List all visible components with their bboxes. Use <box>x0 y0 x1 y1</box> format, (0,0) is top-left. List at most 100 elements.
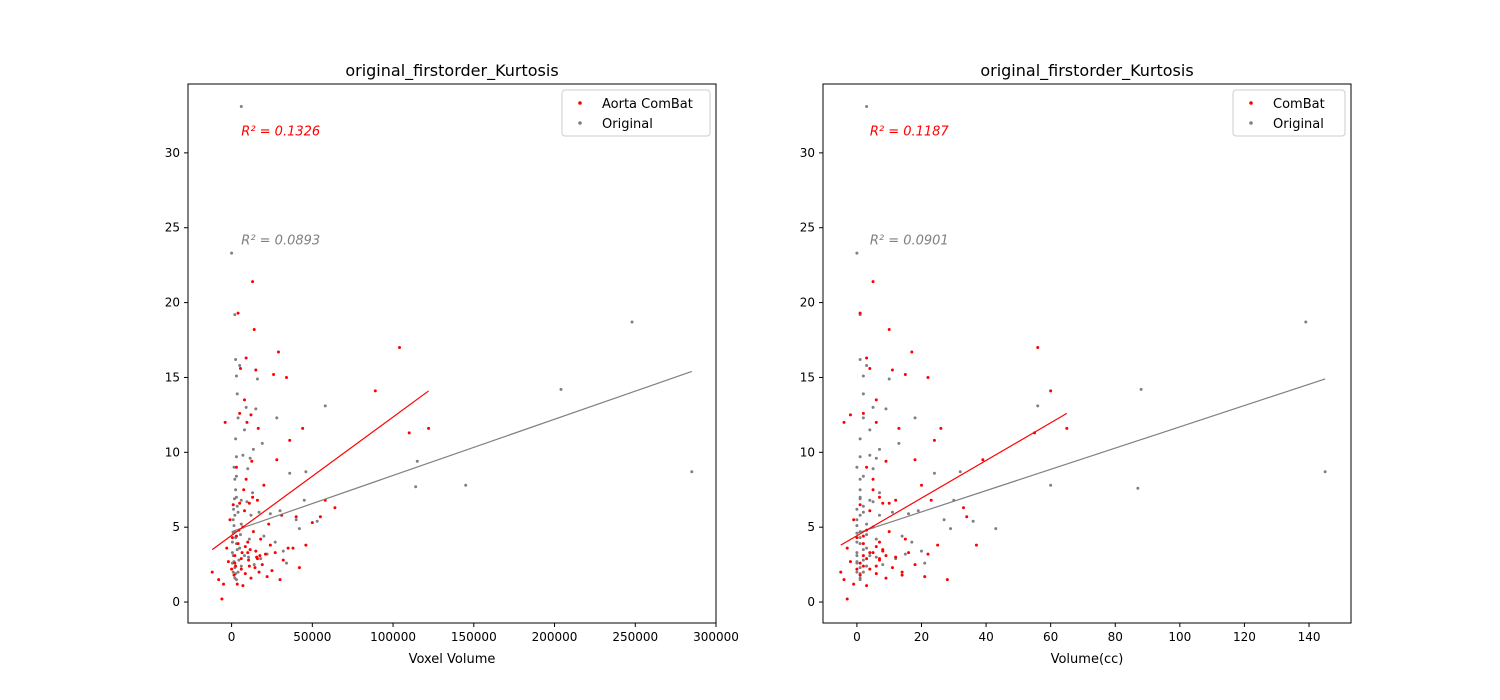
plot-right-point-original <box>868 498 872 502</box>
plot-left-point-combat <box>407 431 411 435</box>
plot-left-title: original_firstorder_Kurtosis <box>345 61 558 81</box>
plot-right-point-original <box>958 470 962 474</box>
plot-right: original_firstorder_Kurtosis Volume(cc) … <box>800 61 1352 667</box>
plot-right-marks: 0 20 40 60 80 100 120 140 0 5 10 15 20 25 30 R² = 0.118… <box>800 83 1352 644</box>
plot-right-point-original <box>871 405 875 409</box>
plot-right-point-combat <box>884 459 888 463</box>
plot-right-point-original <box>887 377 891 381</box>
plot-left-point-combat <box>239 567 243 571</box>
plot-left-legend-label: Aorta ComBat <box>602 97 693 112</box>
plot-right-point-combat <box>865 465 869 469</box>
plot-right-point-original <box>971 519 975 523</box>
plot-left-point-original <box>232 524 236 528</box>
plot-left-point-original <box>297 527 301 531</box>
plot-right-point-combat <box>874 420 878 424</box>
plot-left-point-original <box>239 104 243 108</box>
plot-right-point-original <box>1136 486 1140 490</box>
plot-left-point-combat <box>265 575 269 579</box>
plot-right-point-combat <box>874 572 878 576</box>
plot-left-point-combat <box>254 549 258 553</box>
plot-left-point-original <box>234 357 238 361</box>
plot-right-point-combat <box>884 576 888 580</box>
plot-left-point-original <box>559 387 563 391</box>
plot-right-point-combat <box>919 483 923 487</box>
plot-left-point-original <box>260 441 264 445</box>
plot-right-point-original <box>874 555 878 559</box>
plot-left-point-combat <box>242 488 246 492</box>
plot-right-point-combat <box>871 280 875 284</box>
plot-left-y-tick-label: 20 <box>165 296 180 310</box>
plot-left-x-tick-label: 0 <box>228 630 236 644</box>
plot-right-point-combat <box>945 578 949 582</box>
plot-right-point-combat <box>890 368 894 372</box>
plot-right-point-combat <box>939 426 943 430</box>
plot-left-y-tick-label: 15 <box>165 370 180 384</box>
plot-left-point-combat <box>251 495 255 499</box>
plot-left-point-combat <box>243 509 247 513</box>
plot-left-point-combat <box>264 552 268 556</box>
plot-left-point-original <box>234 374 238 378</box>
plot-right-point-combat <box>965 515 969 519</box>
plot-left-legend-label: Original <box>602 117 653 132</box>
plot-left-point-combat <box>241 584 245 588</box>
plot-left-point-original <box>247 555 251 559</box>
plot-left-point-original <box>259 557 263 561</box>
plot-right-r-squared-annotation: R² = 0.0901 <box>870 234 949 249</box>
plot-right-point-combat <box>861 564 865 568</box>
plot-left-point-original <box>238 546 242 550</box>
plot-right-point-original <box>884 407 888 411</box>
plot-left-point-combat <box>210 570 214 574</box>
plot-left-point-combat <box>238 501 242 505</box>
plot-left-point-combat <box>318 515 322 519</box>
plot-right-legend-marker <box>1249 121 1253 125</box>
plot-right-point-combat <box>913 458 917 462</box>
plot-left-point-original <box>302 498 306 502</box>
plot-left-point-combat <box>427 426 431 430</box>
plot-right-y-tick-label: 0 <box>807 595 815 609</box>
plot-right-point-original <box>858 576 862 580</box>
plot-right-point-combat <box>1065 426 1069 430</box>
plot-left-point-original <box>231 570 235 574</box>
plot-left-point-original <box>234 488 238 492</box>
plot-right-point-combat <box>878 495 882 499</box>
plot-left-point-combat <box>230 536 234 540</box>
plot-left-point-original <box>690 470 694 474</box>
plot-left-point-combat <box>310 521 314 525</box>
plot-left-point-original <box>252 563 256 567</box>
plot-right-r-squared-annotation: R² = 0.1187 <box>870 124 950 139</box>
plot-left-point-original <box>239 498 243 502</box>
plot-left-y-tick-label: 0 <box>172 595 180 609</box>
plot-left-point-original <box>235 392 239 396</box>
plot-right-x-tick-label: 100 <box>1168 630 1191 644</box>
plot-right-point-combat <box>887 328 891 332</box>
plot-right-point-original <box>923 561 927 565</box>
plot-right-point-original <box>916 509 920 513</box>
plot-right-point-original <box>855 465 859 469</box>
plot-left-point-combat <box>246 540 250 544</box>
plot-left-point-original <box>257 510 261 514</box>
plot-left: original_firstorder_Kurtosis Voxel Volum… <box>165 61 739 667</box>
plot-right-point-original <box>874 537 878 541</box>
plot-right-point-original <box>949 527 953 531</box>
plot-left-point-combat <box>240 551 244 555</box>
plot-left-point-original <box>243 428 247 432</box>
plot-left-point-combat <box>258 554 262 558</box>
plot-left-point-combat <box>238 366 242 370</box>
plot-left-point-original <box>233 576 237 580</box>
plot-right-point-combat <box>842 420 846 424</box>
plot-left-point-original <box>281 549 285 553</box>
plot-right-point-original <box>871 467 875 471</box>
plot-left-point-combat <box>251 530 255 534</box>
plot-left-marks: 0 50000 100000 150000 200000 250000 300000 0 5 10… <box>165 83 739 644</box>
plot-left-point-combat <box>243 398 247 402</box>
plot-right-point-combat <box>865 557 869 561</box>
plot-left-point-original <box>235 548 239 552</box>
plot-right-point-original <box>865 363 869 367</box>
plot-left-point-combat <box>231 503 235 507</box>
plot-left-point-combat <box>252 328 256 332</box>
plot-right-point-original <box>855 551 859 555</box>
plot-right-point-original <box>865 533 869 537</box>
plot-right-point-original <box>881 563 885 567</box>
plot-left-x-axis-label: Voxel Volume <box>409 652 496 667</box>
plot-right-point-original <box>878 513 882 517</box>
